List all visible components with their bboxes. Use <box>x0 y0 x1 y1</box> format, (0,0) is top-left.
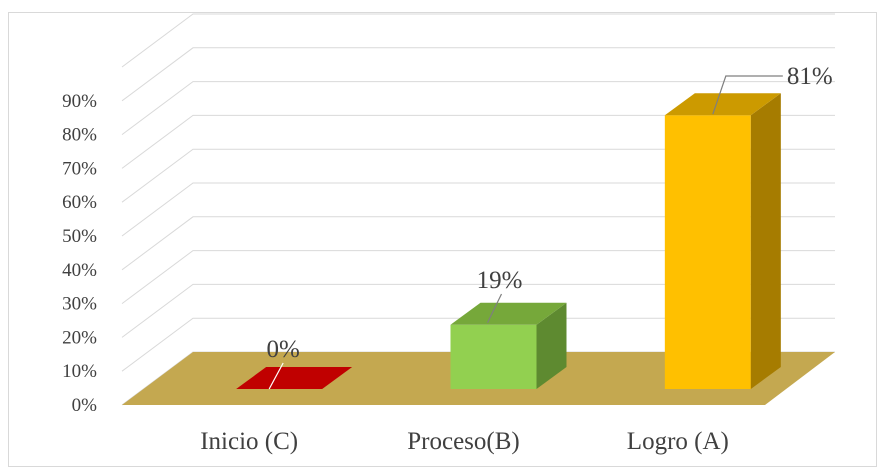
bar-top <box>664 93 781 116</box>
gridline <box>121 283 835 338</box>
data-label-leader <box>486 293 503 324</box>
gridline <box>121 47 835 102</box>
bar-top <box>236 367 353 389</box>
data-label: 0% <box>267 336 300 363</box>
bar <box>450 302 567 389</box>
y-tick-label: 0% <box>72 395 98 416</box>
y-tick-label: 20% <box>62 327 97 348</box>
y-tick-label: 30% <box>62 294 97 315</box>
x-axis-categories: Inicio (C) Proceso(B) Logro (A) <box>200 428 729 455</box>
bars <box>236 93 781 389</box>
bar <box>664 93 781 389</box>
y-tick-label: 90% <box>62 91 97 112</box>
bar-front <box>664 115 751 389</box>
bar <box>236 367 353 389</box>
x-category-label: Inicio (C) <box>200 428 298 455</box>
y-axis-ticks: 0% 10% 20% 30% 40% 50% 60% 70% 80% 90% <box>62 91 97 416</box>
y-tick-label: 70% <box>62 158 97 179</box>
data-labels: 0% 19% 81% <box>267 63 833 390</box>
gridline <box>121 250 835 305</box>
y-tick-label: 40% <box>62 260 97 281</box>
x-category-label: Logro (A) <box>627 428 729 455</box>
y-tick-label: 60% <box>62 192 97 213</box>
data-label: 19% <box>477 267 523 294</box>
gridline <box>121 13 835 68</box>
bar-side <box>536 302 567 389</box>
data-label: 81% <box>787 63 833 90</box>
data-label-leader <box>268 362 284 390</box>
gridline <box>121 81 835 136</box>
gridline <box>121 182 835 237</box>
gridline <box>121 216 835 271</box>
y-tick-label: 10% <box>62 361 97 382</box>
bar-side <box>750 93 781 389</box>
y-tick-label: 50% <box>62 226 97 247</box>
gridline <box>121 317 835 372</box>
data-label-leader <box>712 75 783 115</box>
gridline <box>121 148 835 203</box>
y-tick-label: 80% <box>62 125 97 146</box>
bar-top <box>450 302 567 325</box>
x-category-label: Proceso(B) <box>407 428 519 455</box>
bar-front <box>450 324 537 389</box>
gridline <box>121 114 835 169</box>
